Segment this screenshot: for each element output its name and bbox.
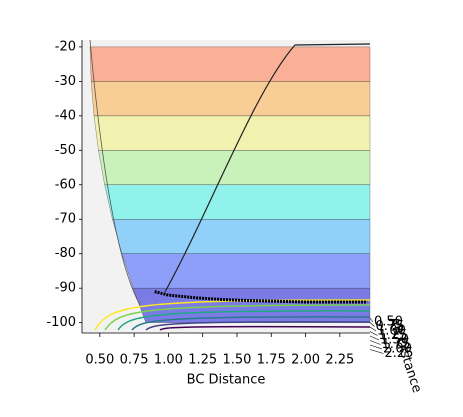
- surface-band: [89, 46, 371, 82]
- z-tick-label: -100: [46, 315, 76, 330]
- z-tick-label: -80: [55, 246, 76, 261]
- grid: [79, 46, 384, 354]
- x-tick-label: 1.50: [222, 353, 251, 368]
- ridge-line: [164, 43, 371, 293]
- y-tick: [369, 344, 383, 350]
- y-tick: [369, 331, 378, 336]
- x-tick-label: 1.25: [188, 353, 217, 368]
- y-tick-label: 0.75: [376, 319, 405, 334]
- surface-band: [112, 219, 371, 254]
- x-tick-label: 1.75: [257, 353, 286, 368]
- trajectory-group: [154, 290, 368, 304]
- y-tick-label: 1.25: [379, 328, 408, 343]
- z-tick-label: -20: [55, 39, 76, 54]
- z-tick-label: -90: [55, 281, 76, 296]
- y-tick-label: 1.50: [380, 333, 409, 348]
- surface-band: [93, 115, 371, 151]
- z-tick-label: -70: [55, 212, 76, 227]
- y-tick-label: 2.00: [383, 342, 412, 357]
- z-tick-label: -50: [55, 143, 76, 158]
- x-tick-label: 2.00: [291, 353, 320, 368]
- surface-band: [104, 184, 371, 220]
- x-axis-label: BC Distance: [187, 373, 266, 388]
- trajectory: [154, 290, 368, 304]
- z-tick-label: -40: [55, 108, 76, 123]
- surface-band: [98, 150, 371, 185]
- wall-edge: [89, 39, 141, 306]
- labels: -100-90-80-70-60-50-40-30-200.50 0.75 1.00…: [46, 39, 413, 367]
- y-tick-label: 0.50: [374, 315, 403, 330]
- y-tick-label: 2.25: [385, 346, 414, 361]
- y-tick: [369, 340, 381, 345]
- y-tick: [369, 317, 374, 323]
- y-tick-label: 1.00: [377, 324, 406, 339]
- z-tick-label: -60: [55, 177, 76, 192]
- surface: [89, 46, 371, 323]
- x-tick-label: 0.75: [120, 353, 149, 368]
- y-tick-label: 1.75: [382, 337, 411, 352]
- z-tick-label: -30: [55, 74, 76, 89]
- x-tick-label: 2.25: [325, 353, 354, 368]
- x-tick-label: 0.50: [85, 353, 114, 368]
- y-tick: [369, 349, 384, 354]
- y-tick: [369, 322, 375, 327]
- y-tick: [369, 335, 380, 341]
- x-tick-label: 1.00: [154, 353, 183, 368]
- surface-band: [121, 253, 371, 289]
- surface-band: [91, 81, 371, 116]
- y-tick: [369, 326, 377, 332]
